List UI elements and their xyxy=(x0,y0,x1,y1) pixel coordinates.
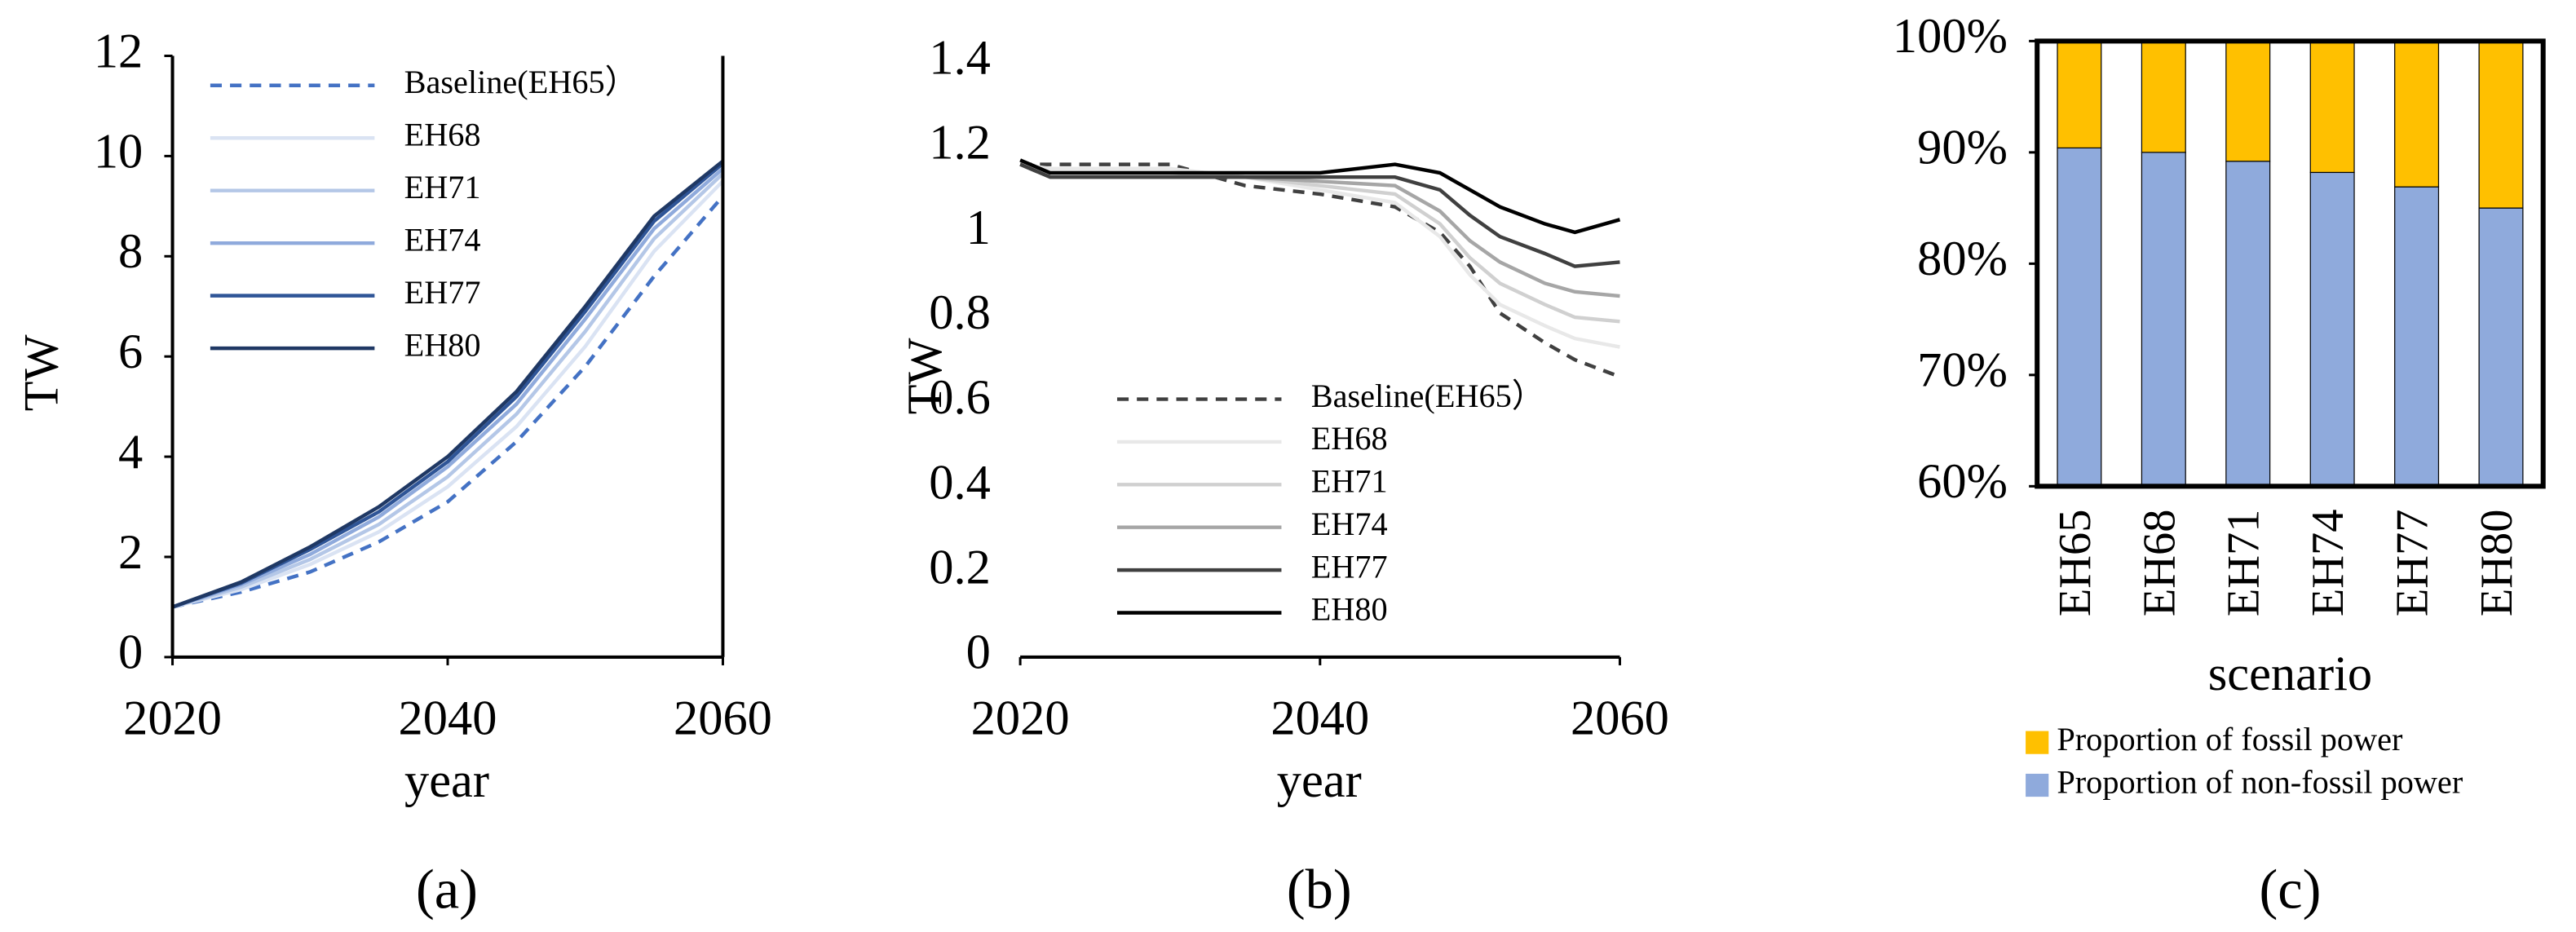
x-tick-label: EH80 xyxy=(2472,510,2522,617)
panel-label: (b) xyxy=(1287,859,1352,921)
y-tick-label: 2 xyxy=(118,525,143,580)
legend-label: Proportion of non-fossil power xyxy=(2057,763,2463,800)
x-tick-label: EH65 xyxy=(2050,510,2101,617)
legend-label: Baseline(EH65） xyxy=(1311,378,1544,414)
bar-segment xyxy=(2057,147,2102,487)
panel: 0 2 4 6 8 10 12 2020 2040 2060 Baseline(EH65） EH68 E… xyxy=(14,24,772,920)
line-series xyxy=(171,172,724,609)
line-series xyxy=(1019,162,1620,268)
bar-segment xyxy=(2309,171,2355,487)
y-tick-label: 10 xyxy=(94,124,143,179)
panel: 0 0.2 0.4 0.6 0.8 1 1.2 1.4 2020 2040 2060 Baseline… xyxy=(898,30,1669,920)
bar-segment xyxy=(2478,40,2524,209)
y-tick-label: 0.8 xyxy=(929,285,991,340)
legend-label: EH68 xyxy=(1311,420,1388,457)
legend-label: EH77 xyxy=(404,274,481,311)
y-tick-label: 6 xyxy=(118,325,143,379)
y-tick-label: 60% xyxy=(1917,454,2008,509)
panel-label: (c) xyxy=(2259,859,2321,921)
legend-label: EH80 xyxy=(1311,591,1388,628)
y-tick-label: 0.6 xyxy=(929,370,991,425)
x-tick-label: EH74 xyxy=(2303,510,2353,617)
y-tick-label: 1 xyxy=(966,201,991,255)
bar-segment xyxy=(2141,152,2186,487)
legend-label: Proportion of fossil power xyxy=(2057,721,2403,758)
y-tick-label: 12 xyxy=(94,24,143,78)
x-tick-label: EH68 xyxy=(2134,510,2185,617)
y-tick-label: 90% xyxy=(1917,121,2008,175)
x-axis-label: year xyxy=(1277,753,1362,808)
bar-segment xyxy=(2225,161,2271,487)
legend-swatch xyxy=(2026,773,2049,797)
y-tick-label: 8 xyxy=(118,224,143,279)
line-series xyxy=(1020,162,1621,379)
line-series xyxy=(172,195,725,609)
y-tick-label: 4 xyxy=(118,425,143,479)
legend-label: EH68 xyxy=(404,116,481,152)
y-tick-label: 0.2 xyxy=(929,541,991,595)
y-tick-label: 0 xyxy=(966,625,991,680)
y-tick-label: 0 xyxy=(118,625,143,680)
x-tick-label: 2040 xyxy=(1270,691,1369,745)
y-tick-label: 1.2 xyxy=(929,116,991,170)
bar-segment xyxy=(2478,207,2524,487)
bar-segment xyxy=(2394,186,2440,487)
panel: 60% 70% 80% 90% 100% EH65 EH68 EH71 EH74 EH77 EH80… xyxy=(1893,9,2546,921)
legend-swatch xyxy=(2026,731,2049,754)
x-axis-label: year xyxy=(404,753,489,808)
legend-label: EH74 xyxy=(1311,506,1388,542)
x-tick-label: 2060 xyxy=(1571,691,1669,745)
y-tick-label: 1.4 xyxy=(929,30,991,85)
panel-label: (a) xyxy=(416,859,478,921)
x-tick-label: EH71 xyxy=(2219,510,2269,617)
x-axis-label: scenario xyxy=(2208,647,2372,701)
line-series xyxy=(1019,162,1620,349)
y-tick-label: 100% xyxy=(1893,9,2008,64)
bar-segment xyxy=(2141,40,2186,153)
plot-frame xyxy=(2035,38,2546,489)
bar-segment xyxy=(2225,40,2271,162)
line-series xyxy=(1019,162,1620,324)
y-tick-label: 0.4 xyxy=(929,455,991,510)
line-series xyxy=(171,159,724,609)
bar-segment xyxy=(2057,40,2102,149)
x-tick-label: EH77 xyxy=(2388,510,2438,617)
x-tick-label: 2020 xyxy=(971,691,1070,745)
y-axis-label: TW xyxy=(14,334,68,411)
x-tick-label: 2040 xyxy=(399,691,497,745)
line-series xyxy=(171,179,725,609)
bar-segment xyxy=(2394,40,2440,188)
y-tick-label: 80% xyxy=(1917,232,2008,286)
y-tick-label: 70% xyxy=(1917,343,2008,398)
x-tick-label: 2060 xyxy=(674,691,772,745)
bar-segment xyxy=(2309,40,2355,174)
x-tick-label: 2020 xyxy=(123,691,222,745)
legend-label: EH71 xyxy=(1311,463,1388,500)
y-axis-label: TW xyxy=(898,338,952,414)
legend-label: EH80 xyxy=(404,326,481,363)
legend-label: EH77 xyxy=(1311,548,1388,585)
legend-label: Baseline(EH65） xyxy=(404,64,638,100)
legend-label: EH74 xyxy=(404,221,481,258)
line-series xyxy=(171,167,724,609)
legend-label: EH71 xyxy=(404,169,481,205)
line-series xyxy=(1019,158,1621,235)
